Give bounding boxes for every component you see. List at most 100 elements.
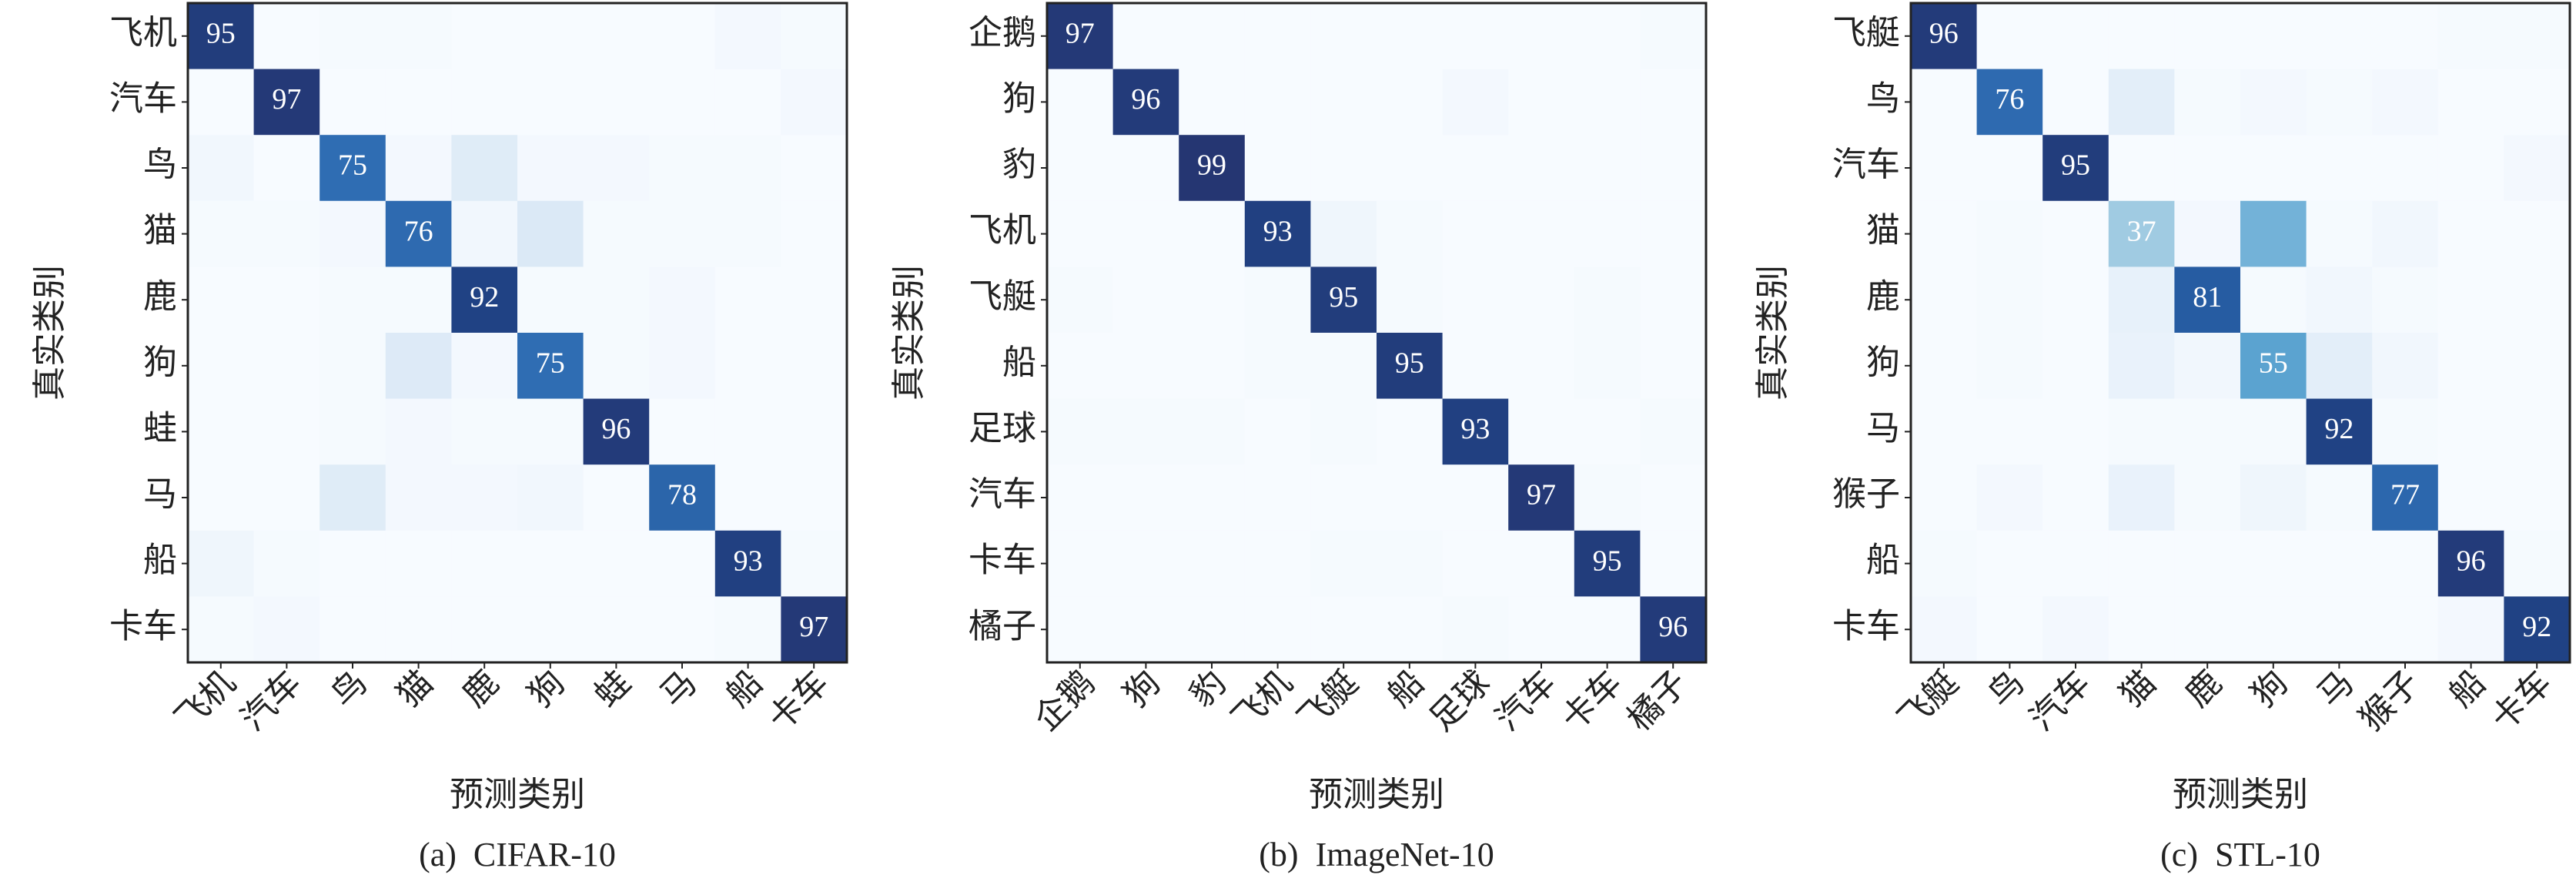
heatmap-cell (583, 398, 650, 465)
heatmap-cell (1574, 464, 1641, 531)
heatmap-cell (1377, 530, 1444, 597)
heatmap-cell (2306, 135, 2373, 202)
heatmap-cell (1911, 464, 1978, 531)
heatmap-cell (781, 267, 848, 334)
x-tick-label: 马 (653, 664, 704, 715)
heatmap-cell (583, 464, 650, 531)
heatmap-cell (451, 69, 518, 136)
y-tick-label: 足球 (969, 409, 1036, 447)
y-tick-label: 飞机 (109, 14, 177, 52)
y-tick-label: 鸟 (143, 146, 177, 183)
heatmap-cell (2174, 200, 2241, 267)
heatmap-cell (1911, 333, 1978, 400)
heatmap-cell (2174, 464, 2241, 531)
heatmap-cell (2108, 596, 2175, 663)
y-tick-label: 卡车 (969, 541, 1036, 579)
heatmap-cell (1442, 464, 1509, 531)
heatmap-cell (1377, 596, 1444, 663)
heatmap-cell (319, 69, 386, 136)
heatmap-cell (451, 530, 518, 597)
y-tick-label: 飞机 (969, 212, 1036, 250)
heatmap-cell (319, 398, 386, 465)
heatmap-cell (1047, 69, 1114, 136)
heatmap-cell (1976, 3, 2043, 70)
heatmap-cell (2240, 398, 2307, 465)
y-tick-label: 汽车 (969, 475, 1036, 513)
heatmap-cell (2240, 267, 2307, 334)
heatmap-cell (2437, 333, 2504, 400)
x-tick-label: 船 (719, 664, 770, 715)
y-tick-label: 蛙 (143, 409, 177, 447)
heatmap-cell (583, 333, 650, 400)
heatmap-cell (1244, 200, 1311, 267)
heatmap-cell (1442, 200, 1509, 267)
heatmap-cell (319, 464, 386, 531)
heatmap-cell (2240, 135, 2307, 202)
cell-value-label: 81 (2193, 281, 2222, 313)
x-tick-label: 卡车 (761, 664, 836, 739)
heatmap-cell (1976, 135, 2043, 202)
heatmap-cell (1112, 3, 1179, 70)
heatmap-cell (1508, 596, 1575, 663)
x-tick-label: 马 (2310, 664, 2361, 715)
heatmap-cell (1179, 135, 1246, 202)
heatmap-cell (385, 398, 452, 465)
heatmap-cell (1310, 596, 1377, 663)
y-tick-label: 鹿 (143, 277, 177, 315)
heatmap-cell (188, 267, 255, 334)
heatmap-cell (451, 135, 518, 202)
heatmap-cell (1976, 267, 2043, 334)
heatmap-cell (1047, 333, 1114, 400)
heatmap-cell (188, 3, 255, 70)
heatmap-cell (451, 267, 518, 334)
heatmap-cell (2240, 333, 2307, 400)
heatmap-cell (781, 333, 848, 400)
heatmap-cell (649, 69, 716, 136)
heatmap-cell (1911, 135, 1978, 202)
heatmap-cell (649, 596, 716, 663)
cell-value-label: 76 (1995, 83, 2024, 116)
heatmap-cell (2437, 267, 2504, 334)
cell-value-label: 75 (338, 149, 367, 182)
x-tick-label: 猴子 (2352, 664, 2427, 739)
cell-value-label: 75 (536, 347, 565, 380)
cell-value-label: 97 (1066, 18, 1095, 50)
heatmap-cell (2174, 267, 2241, 334)
x-tick-label: 豹 (1183, 664, 1233, 715)
heatmap-cell (714, 3, 781, 70)
heatmap-cell (2504, 135, 2571, 202)
x-tick-label: 卡车 (1554, 664, 1629, 739)
heatmap-cell (1976, 596, 2043, 663)
heatmap-cell (2437, 530, 2504, 597)
heatmap-cell (583, 69, 650, 136)
cell-value-label: 95 (1593, 545, 1622, 577)
heatmap-cell (1508, 464, 1575, 531)
heatmap-cell (253, 464, 320, 531)
heatmap-cell (2174, 135, 2241, 202)
heatmap-cell (2042, 333, 2109, 400)
heatmap-cell (1377, 69, 1444, 136)
heatmap-cell (2306, 267, 2373, 334)
heatmap-cell (649, 333, 716, 400)
heatmap-cell (2372, 135, 2439, 202)
heatmap-cell (319, 135, 386, 202)
y-tick-label: 猴子 (1832, 475, 1900, 513)
x-tick-label: 船 (2442, 664, 2493, 715)
cell-value-label: 97 (799, 611, 828, 643)
heatmap-cell (1640, 135, 1707, 202)
x-tick-label: 足球 (1423, 664, 1497, 739)
heatmap-cell (1976, 398, 2043, 465)
heatmap-cell (1911, 398, 1978, 465)
heatmap-cell (1574, 200, 1641, 267)
heatmap-cell (2042, 530, 2109, 597)
cell-value-label: 99 (1197, 149, 1226, 182)
heatmap-cell (1244, 267, 1311, 334)
heatmap-cell (2504, 3, 2571, 70)
heatmap-cell (583, 3, 650, 70)
cell-value-label: 96 (1658, 611, 1688, 643)
heatmap-cell (253, 69, 320, 136)
heatmap-cell (1508, 267, 1575, 334)
heatmap-cell (1508, 333, 1575, 400)
